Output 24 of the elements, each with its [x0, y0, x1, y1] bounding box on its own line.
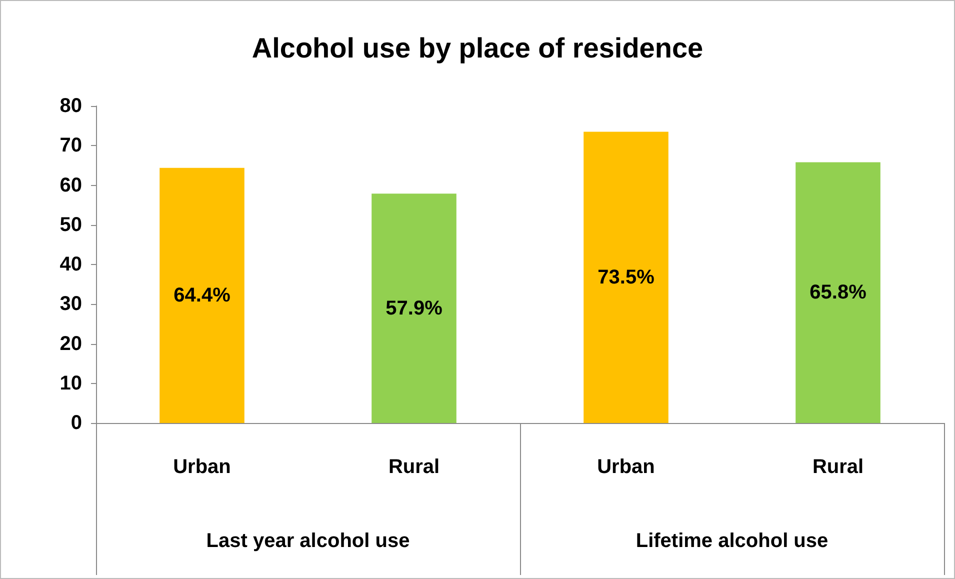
y-tick-label: 60	[60, 174, 82, 196]
x-tick-label: Rural	[812, 456, 864, 478]
y-tick-label: 80	[60, 95, 82, 117]
text: Lifetime alcohol use	[636, 530, 828, 552]
x-tick-label: Urban	[173, 456, 231, 478]
y-tick-label: 20	[60, 332, 82, 355]
y-tick-label: 40	[60, 254, 82, 276]
data-label: 57.9%	[386, 297, 443, 320]
data-label: 64.4%	[174, 284, 231, 306]
data-label: 73.5%	[598, 266, 655, 288]
bar	[584, 132, 668, 423]
y-tick-label: 0	[70, 412, 82, 434]
y-tick-label: 30	[60, 293, 82, 316]
bar	[796, 162, 880, 423]
x-tick-label: Rural	[388, 456, 440, 478]
bar	[160, 168, 244, 423]
y-tick-label: 50	[60, 214, 82, 236]
y-tick-label: 10	[60, 372, 82, 394]
chart-title: Alcohol use by place of residence	[252, 32, 704, 64]
data-label: 65.8%	[810, 282, 867, 304]
x-tick-label: Urban	[597, 456, 655, 478]
bar	[372, 194, 456, 423]
text: Last year alcohol use	[206, 530, 410, 552]
y-tick-label: 70	[60, 134, 82, 157]
